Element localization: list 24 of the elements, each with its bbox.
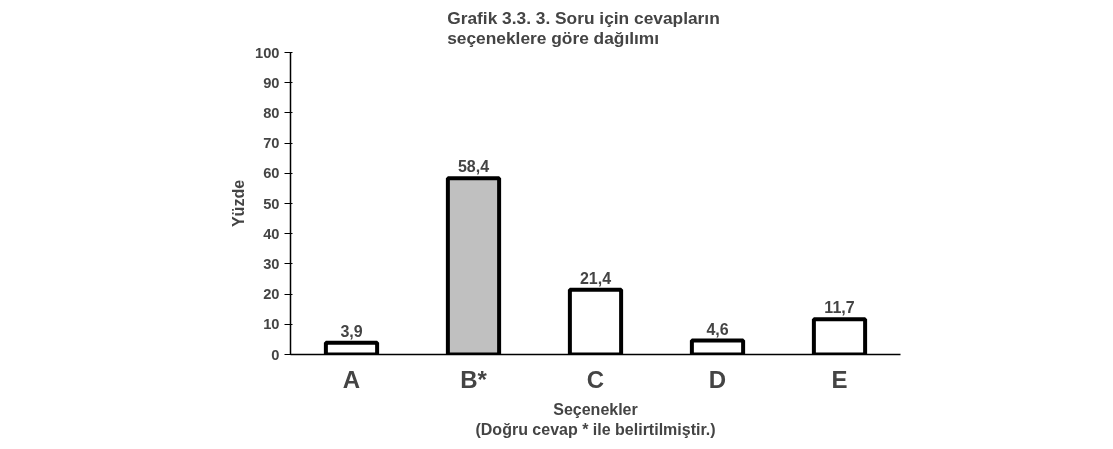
x-tick-label: A bbox=[342, 365, 361, 393]
y-tick-label: 100 bbox=[255, 44, 280, 61]
data-label: 11,7 bbox=[824, 299, 855, 317]
y-tick-label: 50 bbox=[263, 195, 280, 212]
chart-title: Grafik 3.3. 3. Soru için cevapların seçeneklere göre dağılımı bbox=[447, 7, 720, 48]
data-label: 21,4 bbox=[579, 269, 612, 287]
y-tick-label: 60 bbox=[263, 165, 280, 182]
y-tick-label: 10 bbox=[263, 316, 280, 333]
x-tick-label: D bbox=[708, 365, 727, 393]
y-tick-label: 90 bbox=[263, 74, 280, 91]
x-axis-title: Seçenekler (Doğru cevap * ile belirtilmiştir.) bbox=[475, 400, 716, 438]
y-tick-label: 0 bbox=[271, 346, 280, 363]
data-label: 4,6 bbox=[706, 320, 729, 338]
y-tick-label: 70 bbox=[263, 135, 280, 152]
y-axis-title: Yüzde bbox=[230, 179, 248, 228]
y-tick-label: 80 bbox=[263, 104, 280, 121]
x-tick-label: B* bbox=[460, 365, 488, 393]
data-label: 3,9 bbox=[340, 322, 363, 340]
y-tick-label: 30 bbox=[263, 255, 280, 272]
x-tick-label: E bbox=[831, 365, 848, 393]
x-tick-label: C bbox=[586, 365, 605, 393]
y-tick-label: 40 bbox=[263, 225, 280, 242]
y-tick-label: 20 bbox=[263, 286, 280, 303]
data-label: 58,4 bbox=[457, 158, 490, 176]
